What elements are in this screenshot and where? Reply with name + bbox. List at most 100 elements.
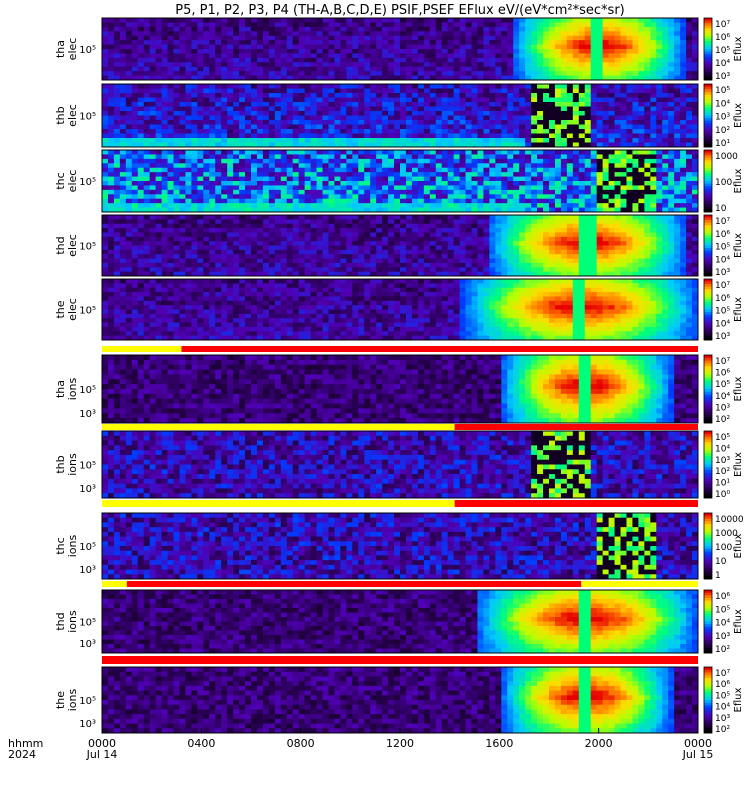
heatmap-cell [251, 111, 258, 116]
heatmap-cell [113, 88, 121, 94]
heatmap-cell [578, 84, 586, 89]
heatmap-cell [423, 167, 431, 173]
heatmap-cell [239, 124, 246, 130]
heatmap-cell [292, 198, 300, 204]
heatmap-cell [626, 176, 633, 182]
heatmap-cell [149, 106, 157, 112]
heatmap-cell [185, 88, 192, 94]
heatmap-cell [692, 66, 699, 72]
heatmap-cell [328, 262, 335, 268]
heatmap-cell [215, 215, 222, 220]
heatmap-cell [155, 154, 162, 160]
heatmap-cell [537, 49, 544, 54]
heatmap-cell [447, 124, 455, 130]
heatmap-cell [310, 66, 317, 72]
heatmap-cell [209, 271, 216, 277]
heatmap-cell [483, 62, 490, 68]
heatmap-cell [173, 271, 180, 277]
heatmap-cell [179, 97, 186, 103]
heatmap-cell [376, 93, 383, 98]
heatmap-cell [292, 53, 300, 59]
heatmap-cell [483, 44, 490, 50]
heatmap-cell [644, 106, 651, 112]
heatmap-cell [400, 53, 407, 59]
heatmap-cell [292, 106, 300, 112]
heatmap-cell [423, 176, 431, 182]
heatmap-cell [137, 262, 145, 268]
heatmap-cell [531, 71, 538, 76]
heatmap-cell [537, 129, 544, 134]
heatmap-cell [578, 120, 586, 125]
heatmap-cell [519, 124, 526, 130]
heatmap-cell [221, 258, 228, 264]
heatmap-cell [459, 75, 466, 81]
heatmap-cell [102, 124, 109, 130]
heatmap-cell [268, 267, 276, 273]
heatmap-cell [334, 102, 341, 107]
heatmap-cell [131, 167, 139, 173]
heatmap-cell [626, 106, 633, 112]
heatmap-cell [519, 75, 526, 81]
heatmap-cell [650, 57, 657, 63]
colorbar-segment [704, 126, 712, 130]
heatmap-cell [686, 203, 693, 208]
heatmap-cell [543, 124, 550, 130]
heatmap-cell [429, 53, 437, 59]
heatmap-cell [131, 258, 139, 264]
heatmap-cell [346, 271, 353, 277]
heatmap-cell [471, 133, 478, 139]
heatmap-cell [405, 203, 413, 208]
heatmap-cell [590, 172, 598, 177]
heatmap-cell [554, 194, 562, 200]
heatmap-cell [274, 31, 282, 37]
heatmap-cell [394, 172, 401, 177]
heatmap-cell [274, 18, 282, 23]
heatmap-cell [221, 66, 228, 72]
heatmap-cell [227, 26, 234, 32]
heatmap-cell [125, 49, 133, 54]
heatmap-cell [286, 262, 294, 268]
heatmap-cell [227, 88, 234, 94]
heatmap-cell [262, 241, 270, 246]
heatmap-cell [501, 106, 508, 112]
heatmap-cell [239, 35, 246, 41]
heatmap-cell [513, 84, 520, 89]
heatmap-cell [328, 102, 335, 107]
heatmap-cell [167, 26, 174, 32]
heatmap-cell [286, 26, 294, 32]
heatmap-cell [394, 49, 401, 54]
heatmap-cell [447, 138, 455, 143]
heatmap-cell [459, 57, 466, 63]
heatmap-cell [680, 133, 687, 139]
heatmap-cell [239, 194, 246, 200]
heatmap-cell [417, 138, 425, 143]
heatmap-cell [352, 49, 359, 54]
heatmap-cell [340, 111, 347, 116]
heatmap-cell [102, 35, 109, 41]
heatmap-cell [662, 88, 669, 94]
heatmap-cell [316, 194, 323, 200]
heatmap-cell [590, 203, 598, 208]
heatmap-cell [566, 84, 574, 89]
heatmap-cell [119, 232, 127, 238]
heatmap-cell [167, 241, 174, 246]
heatmap-cell [554, 176, 562, 182]
heatmap-cell [459, 26, 466, 32]
heatmap-cell [173, 172, 180, 177]
heatmap-cell [566, 138, 574, 143]
heatmap-cell [382, 245, 389, 251]
heatmap-cell [668, 129, 675, 134]
heatmap-cell [525, 71, 532, 76]
heatmap-cell [155, 115, 162, 121]
heatmap-cell [292, 262, 300, 268]
heatmap-cell [614, 88, 621, 94]
heatmap-cell [495, 120, 502, 125]
heatmap-cell [298, 133, 306, 139]
heatmap-cell [417, 198, 425, 204]
heatmap-cell [596, 44, 604, 50]
heatmap-cell [346, 150, 353, 155]
heatmap-cell [304, 167, 311, 173]
heatmap-cell [513, 154, 520, 160]
heatmap-cell [650, 40, 657, 45]
heatmap-cell [560, 66, 568, 72]
